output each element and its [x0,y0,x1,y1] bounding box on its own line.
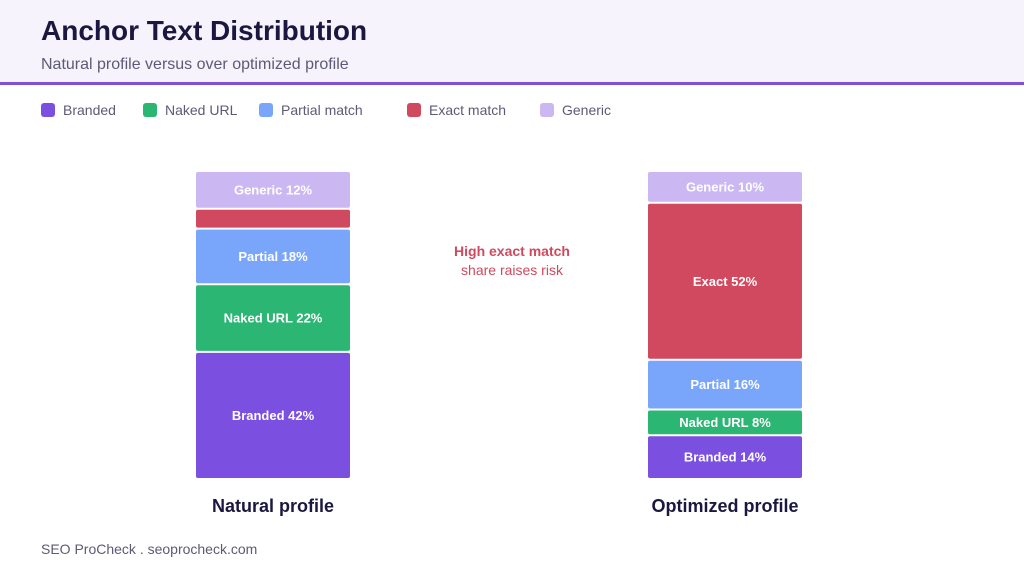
bar-segment-partial-match-natural-profile [196,229,350,284]
category-label-optimized-profile: Optimized profile [651,496,798,516]
segment-label-generic-natural-profile: Generic 12% [234,182,312,197]
segment-label-naked-url-optimized-profile: Naked URL 8% [679,415,771,430]
bar-segment-generic-optimized-profile [648,172,802,202]
page-subtitle: Natural profile versus over optimized pr… [41,56,349,73]
segment-label-partial-match-natural-profile: Partial 18% [238,249,308,264]
legend-swatch-exact-match [407,103,421,117]
legend-label-branded: Branded [63,102,116,118]
legend-label-naked-url: Naked URL [165,102,238,118]
footer-credit: SEO ProCheck . seoprocheck.com [41,541,258,557]
bar-segment-naked-url-optimized-profile [648,410,802,435]
bar-segment-branded-optimized-profile [648,436,802,478]
legend-item-exact-match: Exact match [407,102,506,118]
segment-label-generic-optimized-profile: Generic 10% [686,179,764,194]
bar-segment-branded-natural-profile [196,352,350,478]
legend-swatch-naked-url [143,103,157,117]
bar-segment-generic-natural-profile [196,172,350,208]
header-divider [0,82,1024,85]
annotation-line-1: High exact match [454,243,570,259]
legend-label-exact-match: Exact match [429,102,507,118]
annotation-line-2: share raises risk [461,262,563,278]
header-band [0,0,1024,82]
page-title: Anchor Text Distribution [41,15,368,46]
legend-swatch-generic [540,103,554,117]
legend-label-partial-match: Partial match [281,102,363,118]
risk-annotation: High exact match share raises risk [412,242,612,280]
bar-segment-naked-url-natural-profile [196,285,350,351]
bar-segment-exact-match-natural-profile [196,209,350,228]
legend-item-generic: Generic [540,102,611,118]
legend-swatch-partial-match [259,103,273,117]
legend-swatch-branded [41,103,55,117]
legend-item-partial-match: Partial match [259,102,363,118]
segment-label-naked-url-natural-profile: Naked URL 22% [224,311,323,326]
segment-label-branded-natural-profile: Branded 42% [232,408,315,423]
legend-label-generic: Generic [562,102,612,118]
bar-segment-partial-match-optimized-profile [648,360,802,409]
category-label-natural-profile: Natural profile [212,496,334,516]
segment-label-exact-match-optimized-profile: Exact 52% [693,274,758,289]
segment-label-branded-optimized-profile: Branded 14% [684,450,767,465]
bar-segment-exact-match-optimized-profile [648,203,802,359]
segment-label-partial-match-optimized-profile: Partial 16% [690,377,760,392]
legend-item-branded: Branded [41,102,116,118]
legend-item-naked-url: Naked URL [143,102,237,118]
